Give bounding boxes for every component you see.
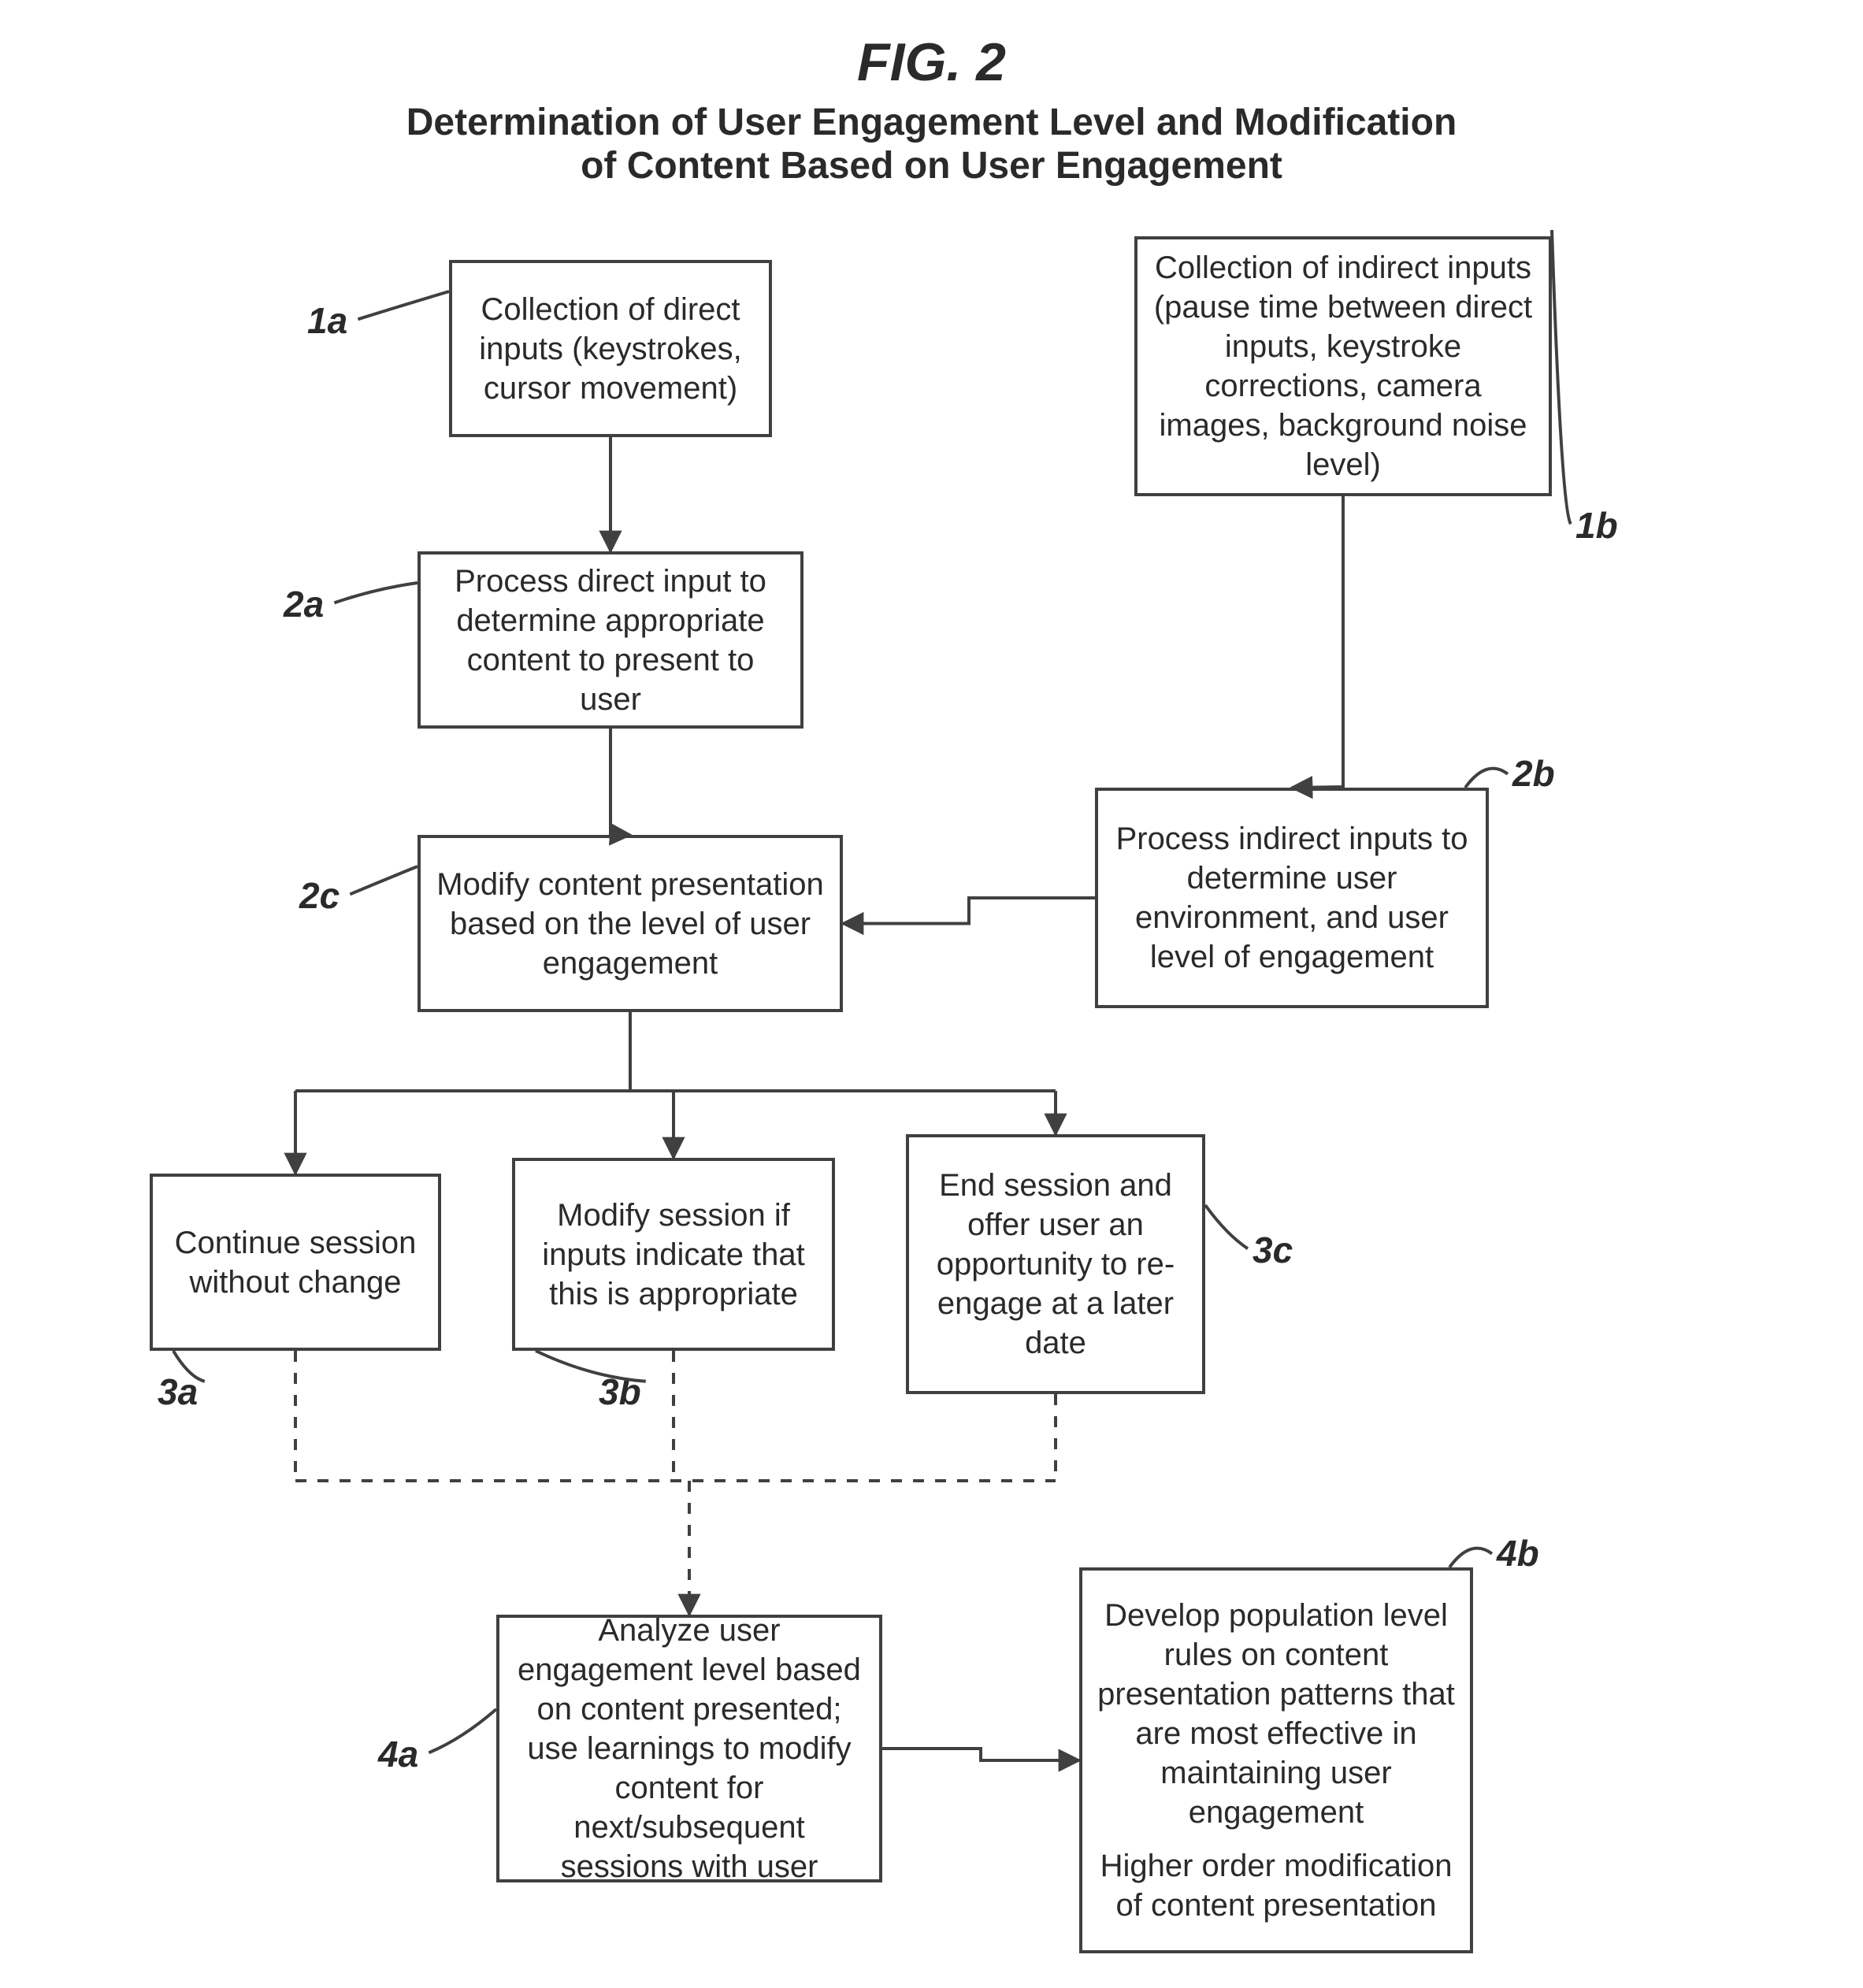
node-4b-population-rules: Develop population level rules on conten… [1079, 1567, 1473, 1953]
callout-3c: 3c [1253, 1229, 1293, 1271]
callout-3a: 3a [158, 1370, 198, 1413]
node-1b-indirect-inputs: Collection of indirect inputs (pause tim… [1134, 236, 1552, 496]
node-2c-modify-content: Modify content presentation based on the… [418, 835, 843, 1012]
callout-4a: 4a [378, 1733, 418, 1775]
node-text: Analyze user engagement level based on c… [514, 1611, 865, 1886]
node-text: Process indirect inputs to determine use… [1112, 819, 1471, 977]
node-3b-modify-session: Modify session if inputs indicate that t… [512, 1158, 835, 1351]
node-2b-process-indirect: Process indirect inputs to determine use… [1095, 788, 1489, 1008]
node-4b-main-text: Develop population level rules on conten… [1097, 1596, 1456, 1832]
callout-3b: 3b [599, 1370, 641, 1413]
connector-layer [0, 0, 1863, 1988]
callout-2a: 2a [284, 583, 324, 625]
node-text: End session and offer user an opportunit… [923, 1166, 1188, 1363]
callout-1a: 1a [307, 299, 347, 342]
node-4a-analyze-engagement: Analyze user engagement level based on c… [496, 1615, 882, 1882]
node-3a-continue-session: Continue session without change [150, 1174, 441, 1351]
callout-4b: 4b [1497, 1532, 1539, 1574]
figure-subtitle: Determination of User Engagement Level a… [0, 101, 1863, 187]
node-text: Continue session without change [167, 1223, 424, 1302]
callout-2b: 2b [1512, 752, 1555, 795]
node-text: Collection of indirect inputs (pause tim… [1152, 248, 1535, 484]
node-text: Develop population level rules on conten… [1097, 1596, 1456, 1925]
node-2a-process-direct: Process direct input to determine approp… [418, 551, 803, 729]
node-3c-end-session: End session and offer user an opportunit… [906, 1134, 1205, 1394]
subtitle-line-2: of Content Based on User Engagement [581, 145, 1282, 187]
node-text: Modify content presentation based on the… [435, 865, 826, 983]
figure-page: FIG. 2 Determination of User Engagement … [0, 0, 1863, 1988]
subtitle-line-1: Determination of User Engagement Level a… [406, 102, 1457, 143]
figure-label: FIG. 2 [0, 32, 1863, 93]
node-text: Process direct input to determine approp… [435, 562, 786, 719]
callout-1b: 1b [1575, 504, 1618, 547]
node-4b-sub-text: Higher order modification of content pre… [1097, 1846, 1456, 1925]
node-text: Collection of direct inputs (keystrokes,… [466, 290, 755, 408]
node-1a-direct-inputs: Collection of direct inputs (keystrokes,… [449, 260, 772, 437]
callout-2c: 2c [299, 874, 340, 917]
node-text: Modify session if inputs indicate that t… [529, 1196, 818, 1314]
